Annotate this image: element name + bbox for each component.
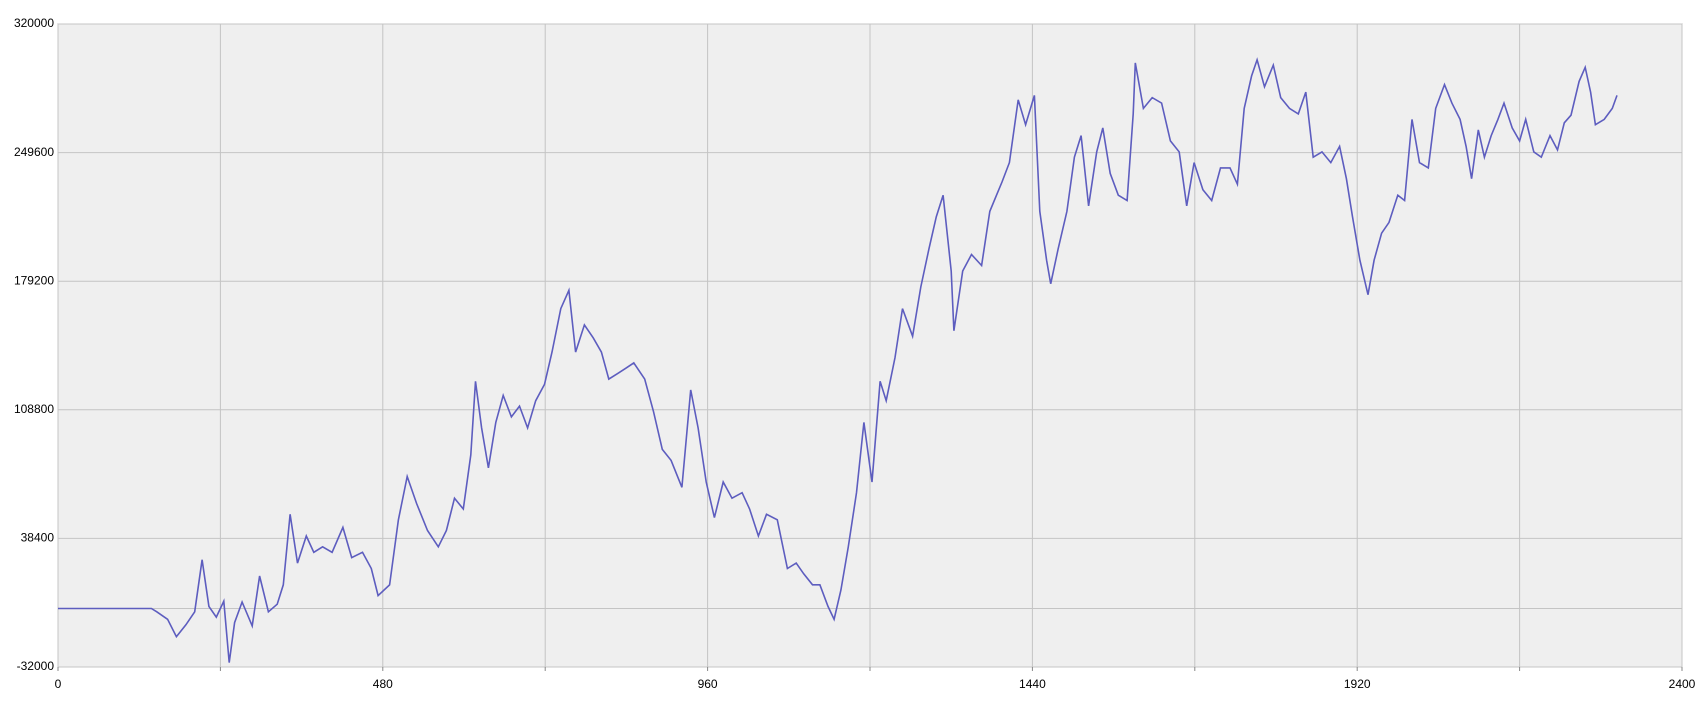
x-tick-label: 1920 <box>1344 677 1371 691</box>
data-line <box>58 57 1618 663</box>
x-tick-label: 2400 <box>1669 677 1696 691</box>
x-tick-label: 480 <box>373 677 393 691</box>
x-tick-label: 1440 <box>1019 677 1046 691</box>
y-tick-label: 320000 <box>14 16 54 30</box>
y-tick-label: 179200 <box>14 273 54 287</box>
x-tick-label: 0 <box>55 677 62 691</box>
y-tick-label: -32000 <box>17 659 55 673</box>
x-tick-label: 960 <box>698 677 718 691</box>
y-tick-label: 108800 <box>14 402 54 416</box>
y-tick-label: 249600 <box>14 145 54 159</box>
y-tick-label: 38400 <box>21 531 55 545</box>
